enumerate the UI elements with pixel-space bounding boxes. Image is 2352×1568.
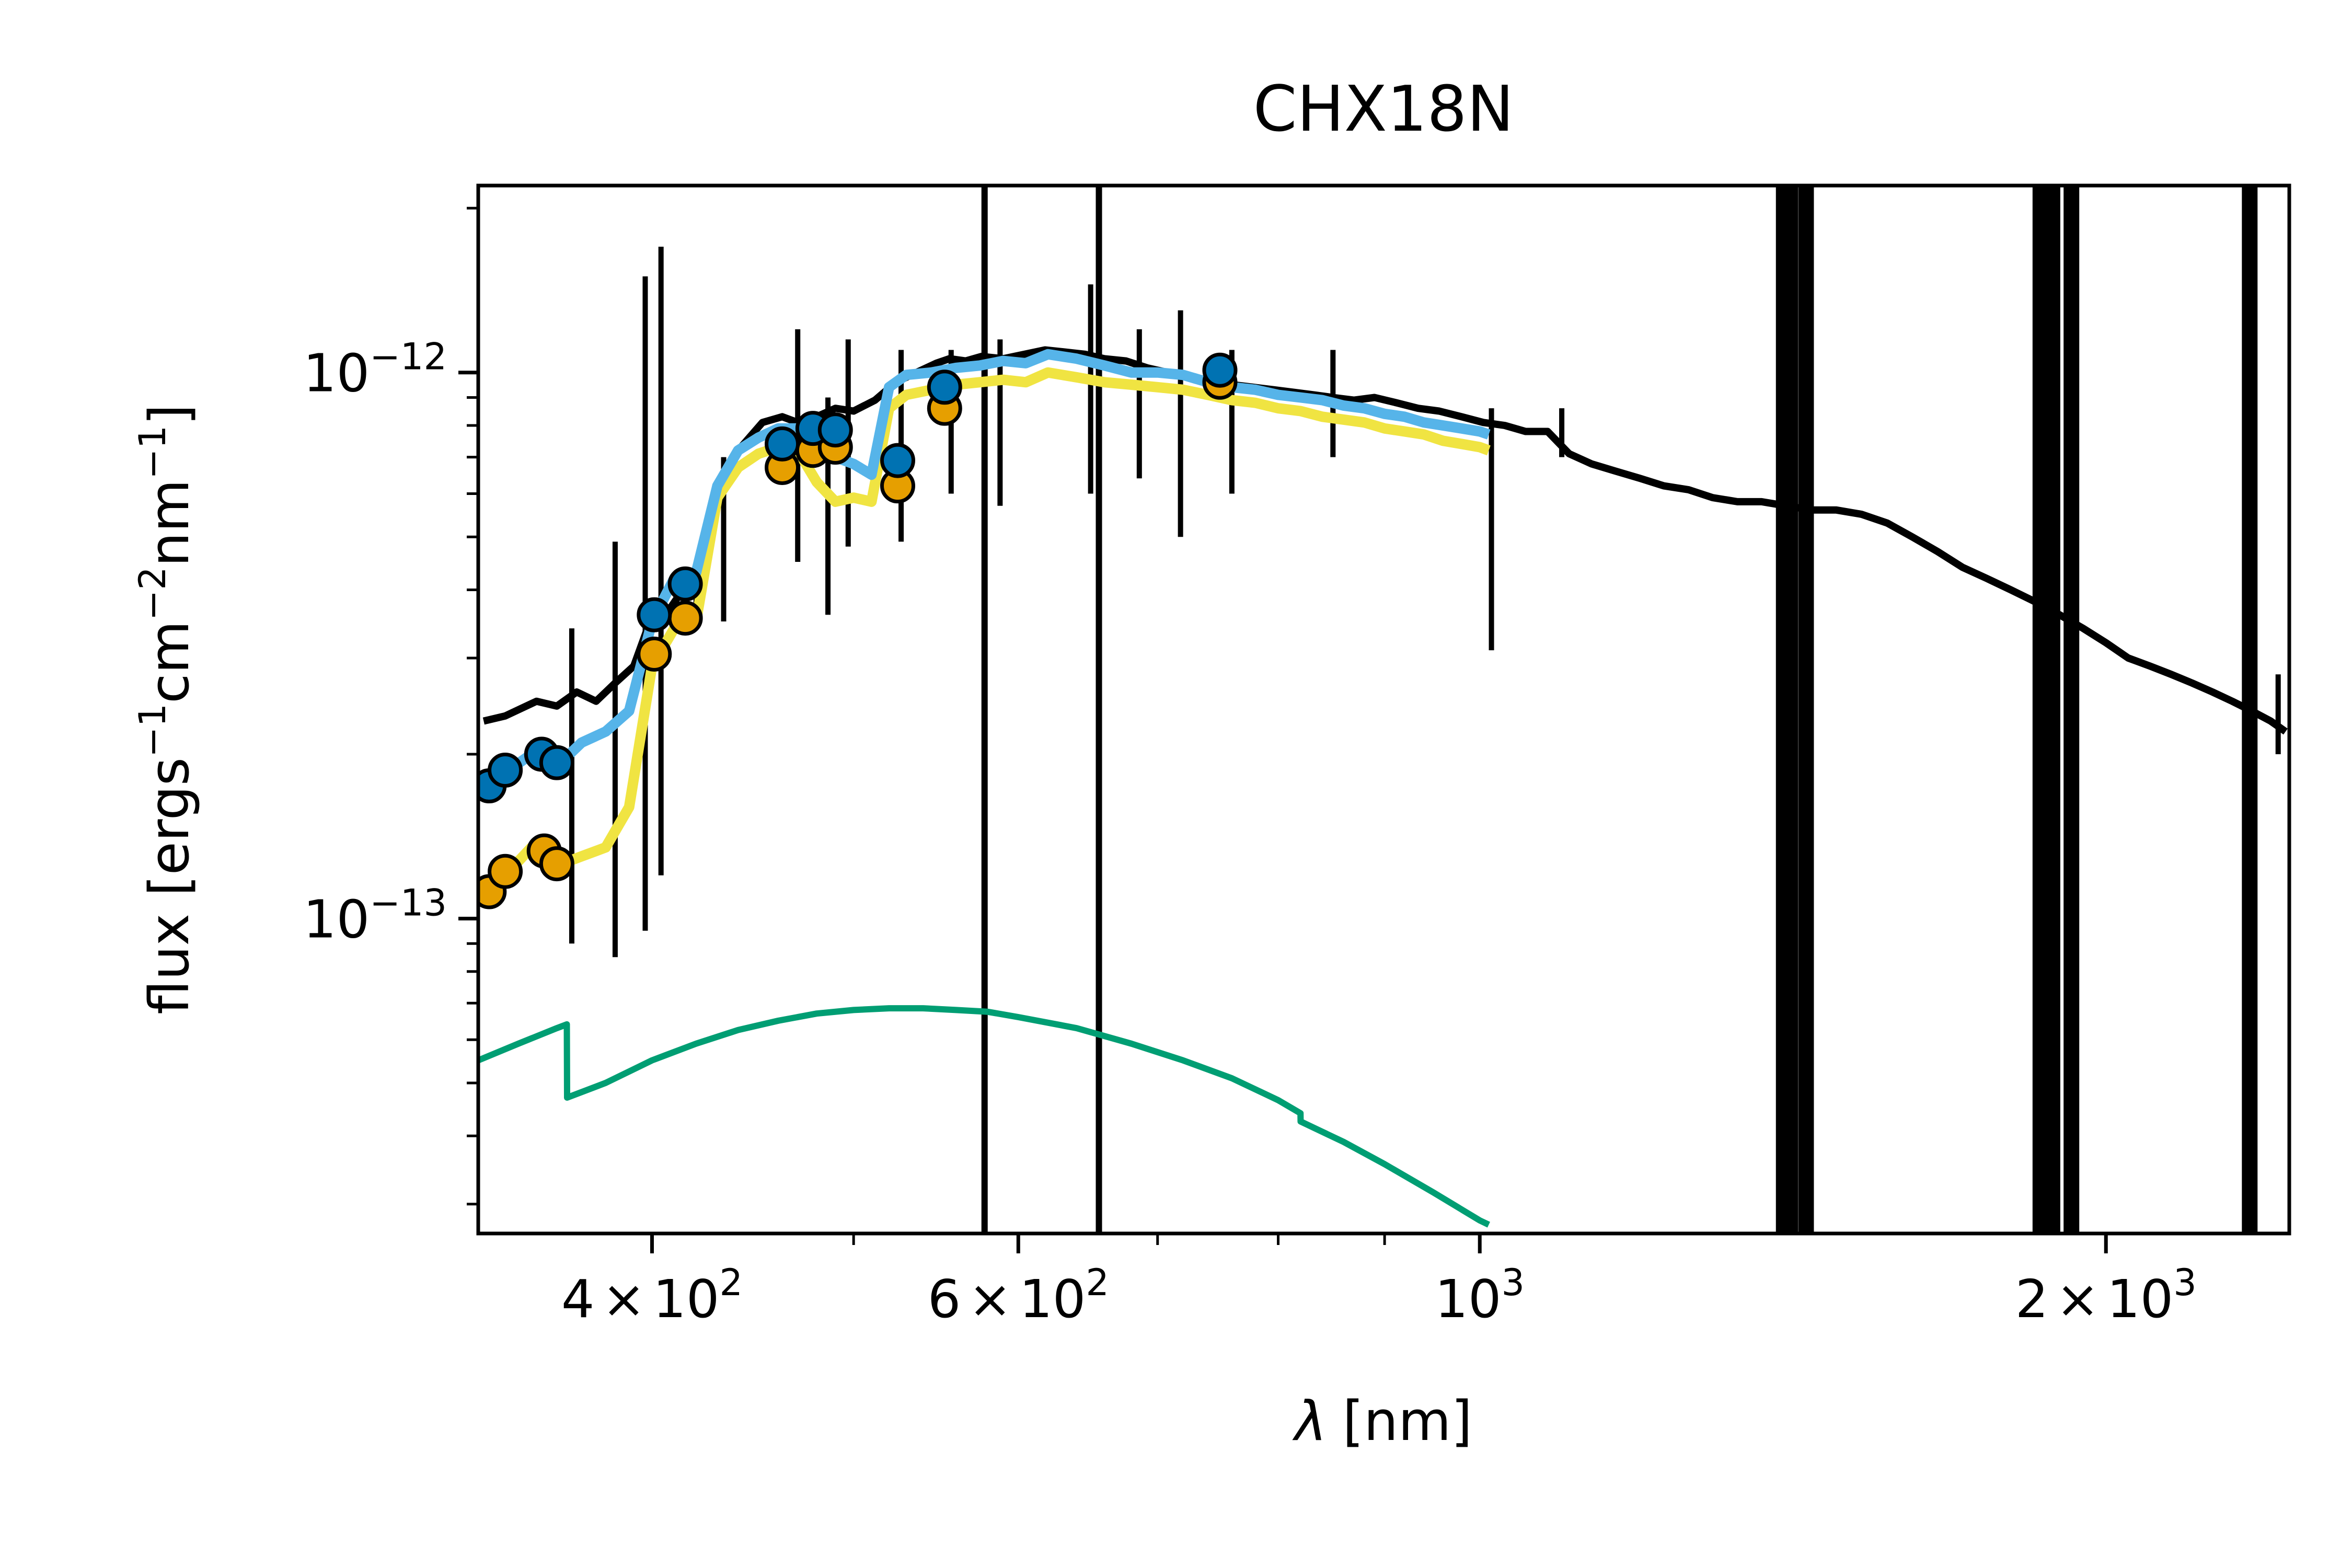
photometry-point-orange-5 [667, 601, 703, 636]
x-tick-base: 10 [2107, 1269, 2173, 1330]
model-spectrum-yellow-line [480, 367, 1491, 900]
x-tick-mantissa: 6 [928, 1269, 961, 1330]
photometry-point-blue-11 [1202, 352, 1238, 388]
x-axis-symbol: λ [1292, 1389, 1327, 1453]
x-tick-label-1: 6 × 102 [928, 1261, 1109, 1330]
x-axis-unit: [nm] [1343, 1389, 1472, 1453]
y-tick-exp: −12 [370, 336, 447, 378]
x-tick-exp: 2 [1086, 1261, 1109, 1304]
x-tick-exp: 2 [720, 1261, 743, 1304]
x-tick-base: 10 [1435, 1269, 1501, 1330]
y-label-exp3: −1 [131, 425, 174, 479]
x-tick-times: × [968, 1269, 1012, 1330]
model-spectrum-blue-line [481, 349, 1491, 791]
plot-area [478, 186, 2288, 1233]
photometry-point-blue-9 [880, 443, 916, 478]
x-tick-base: 10 [1019, 1269, 1086, 1330]
y-label-prefix: flux [ergs [137, 757, 201, 1014]
photometry-point-blue-6 [765, 426, 800, 462]
y-tick-base: 10 [303, 889, 370, 950]
photometry-point-blue-3 [539, 745, 574, 780]
y-tick-label-0: 10−12 [303, 336, 447, 404]
x-tick-mantissa: 2 [2015, 1269, 2049, 1330]
x-tick-times: × [602, 1269, 646, 1330]
y-label-exp1: −1 [131, 704, 174, 757]
photometry-point-blue-1 [488, 752, 523, 788]
x-tick-label-3: 2 × 103 [2015, 1261, 2197, 1330]
photometry-point-blue-4 [637, 597, 672, 632]
y-label-mid2: nm [137, 479, 201, 567]
x-tick-base: 10 [653, 1269, 719, 1330]
blackbody-curve-line [478, 1005, 1490, 1228]
y-axis-label: flux [ergs−1cm−2nm−1] [131, 404, 201, 1014]
y-label-suffix: ] [137, 404, 201, 425]
x-tick-mantissa: 4 [561, 1269, 595, 1330]
y-tick-exp: −13 [370, 881, 447, 924]
photometry-point-orange-4 [637, 636, 672, 672]
photometry-point-blue-10 [927, 370, 962, 405]
photometry-point-blue-8 [817, 412, 853, 448]
x-tick-exp: 3 [2173, 1261, 2197, 1304]
y-label-exp2: −2 [131, 567, 174, 620]
chart-title: CHX18N [1253, 73, 1514, 146]
photometry-point-orange-3 [539, 846, 574, 882]
y-label-mid1: cm [137, 620, 201, 704]
y-tick-base: 10 [303, 343, 370, 404]
x-tick-exp: 3 [1502, 1261, 1525, 1304]
y-tick-label-1: 10−13 [303, 881, 447, 950]
x-tick-times: × [2056, 1269, 2100, 1330]
x-tick-label-0: 4 × 102 [561, 1261, 743, 1330]
x-tick-label-2: 103 [1435, 1261, 1525, 1330]
photometry-point-blue-5 [667, 566, 703, 602]
photometry-point-orange-1 [488, 854, 523, 889]
x-axis-label: λ [nm] [1292, 1389, 1472, 1453]
